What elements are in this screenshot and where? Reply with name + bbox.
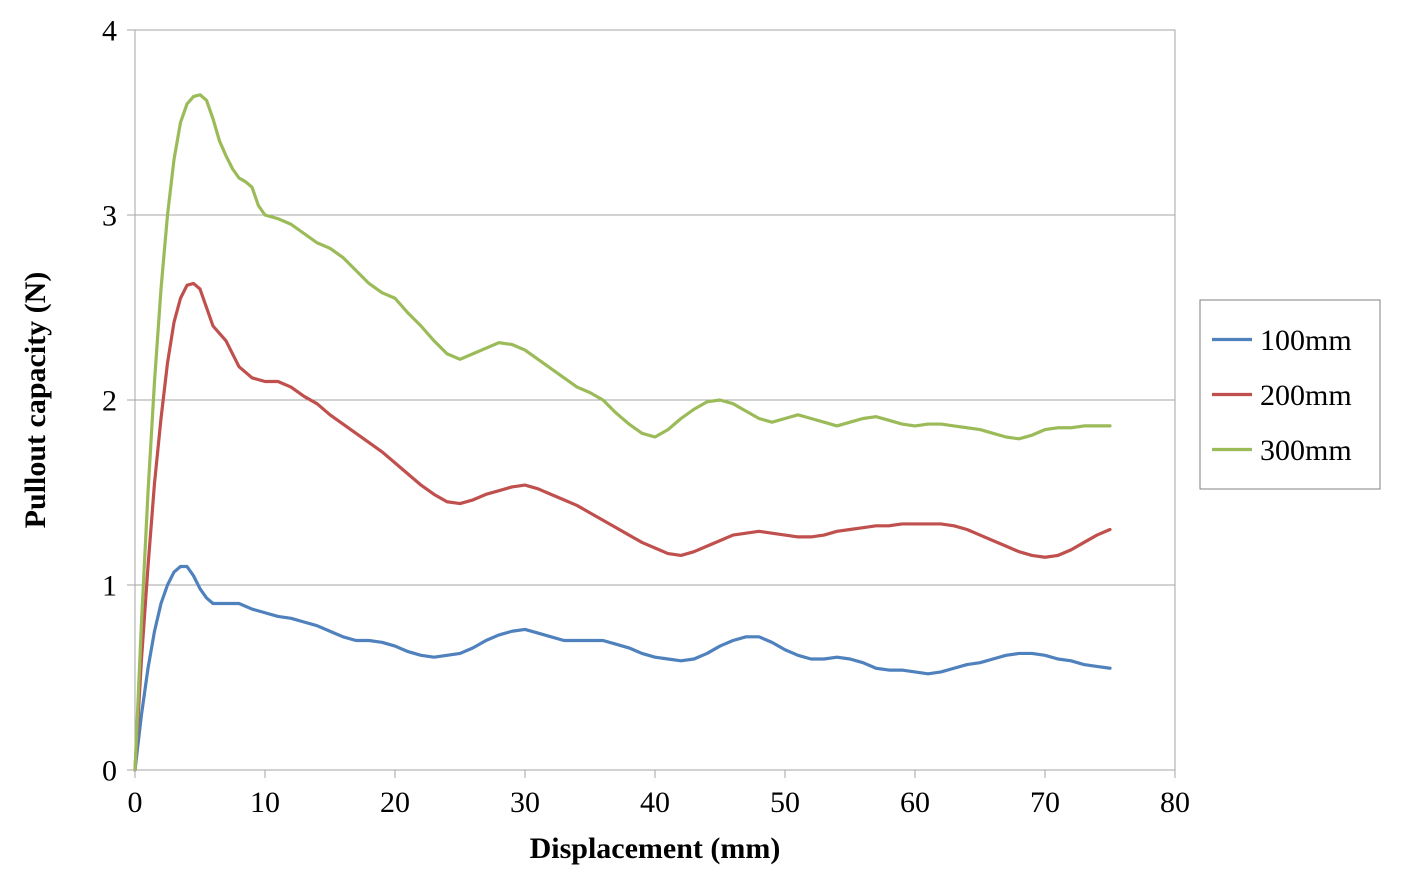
y-tick-label: 3 xyxy=(102,200,117,233)
y-tick-label: 0 xyxy=(102,755,117,788)
x-tick-label: 60 xyxy=(900,786,930,819)
x-tick-label: 30 xyxy=(510,786,540,819)
legend-label: 300mm xyxy=(1260,434,1352,467)
y-tick-label: 2 xyxy=(102,385,117,418)
x-tick-label: 20 xyxy=(380,786,410,819)
legend-label: 100mm xyxy=(1260,324,1352,357)
x-tick-label: 80 xyxy=(1160,786,1190,819)
y-tick-label: 4 xyxy=(102,15,117,48)
line-chart: 0 10 20 30 40 50 60 70 80 0 1 2 3 4 Displacement (mm) P… xyxy=(0,0,1401,869)
x-tick-label: 0 xyxy=(128,786,143,819)
x-tick-label: 70 xyxy=(1030,786,1060,819)
x-tick-label: 10 xyxy=(250,786,280,819)
y-axis-label: Pullout capacity (N) xyxy=(19,272,52,529)
chart-container: 0 10 20 30 40 50 60 70 80 0 1 2 3 4 Displacement (mm) P… xyxy=(0,0,1401,869)
x-tick-label: 50 xyxy=(770,786,800,819)
y-tick-label: 1 xyxy=(102,570,117,603)
x-tick-label: 40 xyxy=(640,786,670,819)
x-axis-label: Displacement (mm) xyxy=(530,832,781,865)
legend-label: 200mm xyxy=(1260,379,1352,412)
